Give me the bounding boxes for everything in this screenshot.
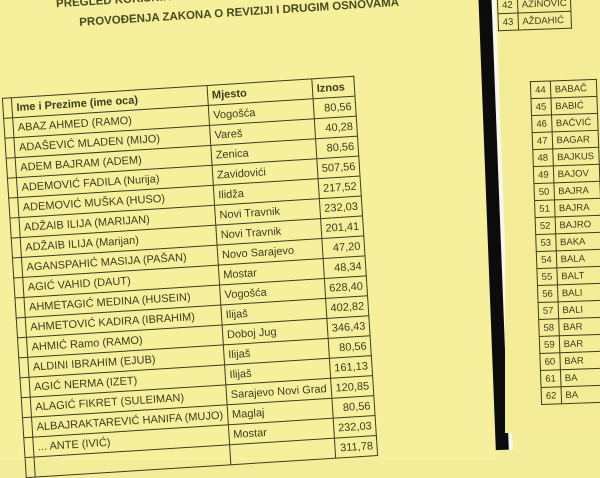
row-amount: 48,34 [322,255,367,279]
row-amount: 402,82 [325,295,370,319]
row-name: BAJRO [554,215,600,234]
row-number: 54 [536,250,557,269]
row-name: AŽDAHIĆ [517,11,572,31]
row-amount: 40,28 [314,116,358,139]
row-amount: 232,03 [319,195,364,219]
row-name: BAR [558,317,600,336]
row-amount: 80,56 [312,96,357,119]
row-number: 62 [541,386,562,405]
row-amount: 232,03 [332,415,377,439]
row-name: BAJRA [553,181,600,200]
row-amount: 628,40 [324,275,369,299]
beneficiaries-table: Ime i Prezime (ime oca) Mjesto Iznos ABA… [2,76,379,478]
row-amount: 346,43 [326,315,371,339]
row-name: BALI [557,300,600,319]
row-name: BAGAR [551,130,599,149]
right-main-table: 44 BABAČ 45 BABIĆ 46 BAĆVIĆ 47 BAGAR 48 BAJKUS 49 B… [530,79,600,405]
table-row: 43 AŽDAHIĆ [497,11,572,31]
row-number: 50 [533,182,555,201]
row-number: 43 [497,13,519,31]
row-name: BAJOV [552,164,600,183]
row-number: 44 [530,80,551,99]
table-row: 56 BALI [537,283,600,303]
row-number: 49 [533,165,554,184]
row-number: 52 [535,216,556,235]
row-number: 57 [538,301,559,320]
row-amount: 201,41 [320,215,365,239]
row-number: 45 [530,97,552,116]
right-document-page: 42 AZINOVIĆ 43 AŽDAHIĆ 44 BABAČ 45 BABIĆ 46 BAĆV… [497,0,600,433]
table-row: 58 BAR [538,317,600,337]
row-name: BABIĆ [550,96,598,115]
table-row: 61 BA [540,368,600,388]
row-amount: 80,56 [315,136,360,159]
row-name: BALA [555,249,600,268]
table-row: 62 BA [541,385,600,405]
row-number: 56 [537,284,558,303]
row-number: 51 [534,199,555,218]
row-amount: 507,56 [316,156,361,179]
row-number: 60 [539,352,561,371]
row-number: 47 [532,131,553,150]
table-row: 55 BALT [536,266,600,286]
row-name: BAR [558,334,600,353]
row-number: 61 [540,369,561,388]
right-top-table: 42 AZINOVIĆ 43 AŽDAHIĆ [497,0,573,31]
row-amount: 161,13 [329,355,374,379]
row-number: 59 [539,335,560,354]
row-name: BAR [559,351,600,370]
row-name: BAKA [555,232,600,251]
row-amount: 217,52 [317,176,362,199]
row-number: 58 [538,318,559,337]
row-name: BAJRA [554,198,600,217]
table-row: 60 BAR [539,351,600,371]
left-document-page: PREGLED KORISNIKA KOJIMA ... PROVOĐENJA … [2,0,400,478]
row-number: 42 [497,0,518,14]
row-name: BABAČ [549,79,597,98]
row-number: 46 [531,114,552,133]
row-number: 48 [532,148,553,167]
row-name: BA [560,385,600,404]
row-number: 53 [535,233,556,252]
row-amount: 311,78 [334,435,379,459]
row-name: BALI [557,283,600,302]
row-amount: 120,85 [330,375,375,399]
header-amount: Iznos [311,76,356,99]
row-name: BALT [556,266,600,285]
table-row: 59 BAR [539,334,600,354]
row-amount: 80,56 [331,395,376,419]
row-amount: 47,20 [321,235,366,259]
table-row: 57 BALI [538,300,600,320]
row-amount: 80,56 [327,335,372,359]
row-number: 55 [536,267,558,286]
row-name: BAJKUS [552,147,599,166]
row-name: BA [560,368,600,387]
row-name: BAĆVIĆ [551,113,598,132]
